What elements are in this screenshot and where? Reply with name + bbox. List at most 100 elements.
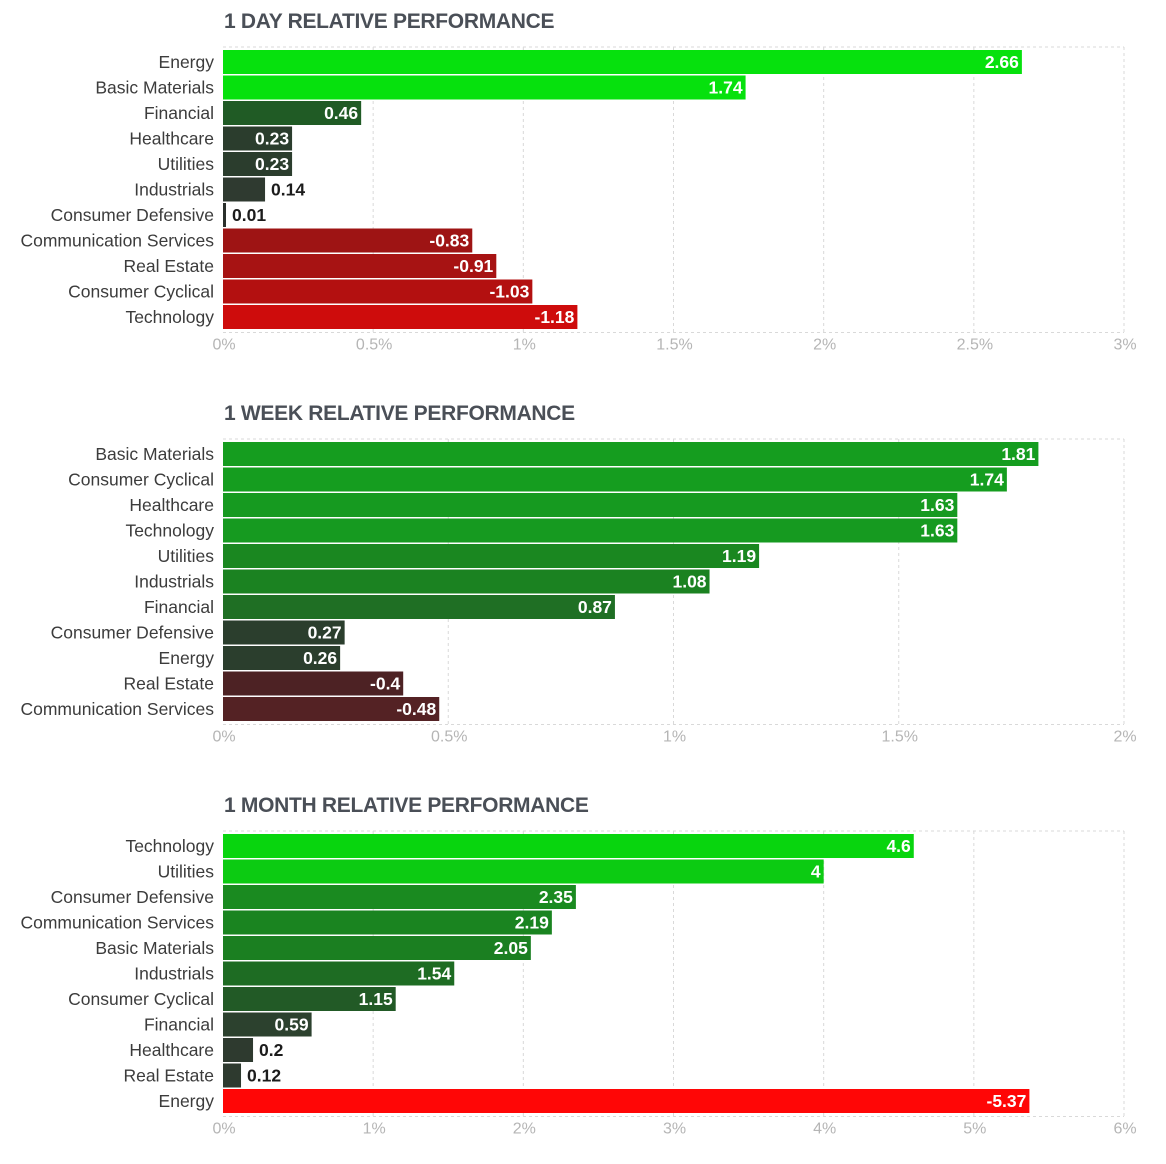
bar-utilities xyxy=(223,544,760,568)
value-label: 2.35 xyxy=(539,887,573,907)
category-label: Consumer Cyclical xyxy=(68,989,214,1009)
value-label: -1.18 xyxy=(535,307,575,327)
category-label: Industrials xyxy=(134,180,214,200)
x-tick-label: 0% xyxy=(212,729,235,746)
category-label: Healthcare xyxy=(129,129,214,149)
category-label: Financial xyxy=(144,103,214,123)
bar-consumer-defensive xyxy=(223,620,345,645)
chart-panel-1-day: 1 DAY RELATIVE PERFORMANCE Energy 2.66 Bas… xyxy=(0,0,1166,380)
value-label: 4 xyxy=(811,862,821,882)
category-label: Utilities xyxy=(158,862,215,882)
bar-industrials xyxy=(223,177,266,202)
x-tick-label: 1.5% xyxy=(882,729,918,746)
bar-chart-1-week: Basic Materials 1.81 Consumer Cyclical 1.74… xyxy=(20,438,1137,746)
value-label: 0.23 xyxy=(255,154,289,174)
x-tick-label: 5% xyxy=(963,1121,986,1138)
category-label: Real Estate xyxy=(124,674,214,694)
category-label: Technology xyxy=(125,307,214,327)
x-tick-label: 0.5% xyxy=(356,337,392,354)
category-label: Consumer Defensive xyxy=(51,887,214,907)
bar-healthcare xyxy=(223,1038,254,1062)
bar-consumer-defensive xyxy=(223,203,227,227)
value-label: 0.2 xyxy=(259,1040,284,1060)
bar-consumer-cyclical xyxy=(223,987,396,1011)
bar-utilities xyxy=(223,859,824,884)
bar-industrials xyxy=(223,961,455,986)
bar-basic-materials xyxy=(223,936,531,960)
x-tick-label: 3% xyxy=(1113,337,1136,354)
x-tick-label: 2% xyxy=(813,337,836,354)
value-label: 2.66 xyxy=(985,52,1019,72)
value-label: -0.91 xyxy=(453,256,493,276)
value-label: 1.74 xyxy=(709,78,743,98)
value-label: 1.15 xyxy=(359,989,393,1009)
category-label: Energy xyxy=(159,648,215,668)
bar-healthcare xyxy=(223,493,958,517)
bar-basic-materials xyxy=(223,442,1039,466)
category-label: Financial xyxy=(144,597,214,617)
x-tick-label: 0.5% xyxy=(431,729,467,746)
category-label: Consumer Defensive xyxy=(51,623,214,643)
category-label: Healthcare xyxy=(129,495,214,515)
value-label: 1.63 xyxy=(920,495,954,515)
chart-panel-1-week: 1 WEEK RELATIVE PERFORMANCE Basic Materi… xyxy=(0,392,1166,772)
x-tick-label: 1.5% xyxy=(656,337,692,354)
x-tick-label: 2.5% xyxy=(957,337,993,354)
bar-real-estate xyxy=(223,254,497,278)
bar-financial xyxy=(223,595,615,619)
category-label: Consumer Cyclical xyxy=(68,282,214,302)
category-label: Industrials xyxy=(134,964,214,984)
value-label: 0.46 xyxy=(324,103,358,123)
value-label: 1.81 xyxy=(1001,444,1035,464)
bar-real-estate xyxy=(223,1063,242,1088)
value-label: 4.6 xyxy=(886,836,911,856)
bar-utilities xyxy=(223,152,293,176)
bar-technology xyxy=(223,305,578,329)
value-label: -0.48 xyxy=(396,699,436,719)
x-tick-label: 0% xyxy=(212,337,235,354)
value-label: -1.03 xyxy=(489,282,529,302)
category-label: Technology xyxy=(125,836,214,856)
category-label: Energy xyxy=(159,1091,215,1111)
value-label: -0.83 xyxy=(429,231,469,251)
category-label: Technology xyxy=(125,521,214,541)
bar-consumer-defensive xyxy=(223,885,576,909)
category-label: Real Estate xyxy=(124,256,214,276)
category-label: Utilities xyxy=(158,546,215,566)
value-label: 0.01 xyxy=(232,205,266,225)
x-tick-label: 1% xyxy=(513,337,536,354)
value-label: 2.19 xyxy=(515,913,549,933)
value-label: -5.37 xyxy=(987,1091,1027,1111)
gridlines xyxy=(223,830,1125,1117)
x-tick-label: 1% xyxy=(663,729,686,746)
bar-chart-1-month: Technology 4.6 Utilities 4 Consumer Defensiv… xyxy=(20,830,1137,1138)
value-label: 1.63 xyxy=(920,521,954,541)
value-label: 0.14 xyxy=(271,180,305,200)
bar-financial xyxy=(223,101,362,125)
bar-technology xyxy=(223,834,914,858)
bar-consumer-cyclical xyxy=(223,279,533,304)
x-tick-label: 0% xyxy=(212,1121,235,1138)
bar-consumer-cyclical xyxy=(223,467,1007,492)
category-label: Basic Materials xyxy=(95,444,214,464)
category-label: Basic Materials xyxy=(95,938,214,958)
category-label: Real Estate xyxy=(124,1066,214,1086)
bar-energy xyxy=(223,1089,1030,1113)
chart-title: 1 WEEK RELATIVE PERFORMANCE xyxy=(224,402,575,425)
value-label: 0.87 xyxy=(578,597,612,617)
value-label: 1.19 xyxy=(722,546,756,566)
category-label: Communication Services xyxy=(20,699,214,719)
bar-financial xyxy=(223,1012,312,1037)
category-label: Financial xyxy=(144,1015,214,1035)
value-label: 0.26 xyxy=(303,648,337,668)
x-tick-label: 2% xyxy=(1113,729,1136,746)
gridlines xyxy=(223,438,1125,725)
category-label: Utilities xyxy=(158,154,215,174)
gridlines xyxy=(223,46,1125,333)
x-tick-label: 2% xyxy=(513,1121,536,1138)
x-tick-label: 4% xyxy=(813,1121,836,1138)
category-label: Consumer Defensive xyxy=(51,205,214,225)
value-label: 1.54 xyxy=(417,964,451,984)
bar-industrials xyxy=(223,569,710,594)
bar-real-estate xyxy=(223,671,404,696)
